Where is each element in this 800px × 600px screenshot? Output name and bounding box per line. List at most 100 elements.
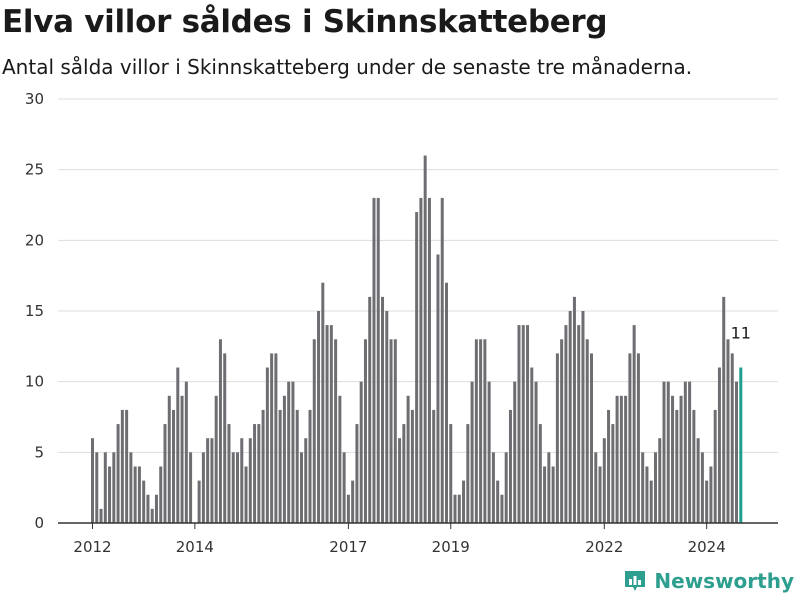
bar (376, 197, 380, 523)
bar (466, 424, 470, 523)
data-labels: 11 (731, 324, 751, 343)
y-tick-label: 25 (25, 161, 44, 179)
y-tick-label: 20 (25, 231, 44, 249)
bar (236, 452, 240, 523)
y-axis-ticks: 0 5 10 15 20 25 30 (25, 90, 44, 532)
y-tick-label: 5 (34, 443, 44, 461)
bar (180, 395, 184, 523)
bar (717, 367, 721, 523)
bar (462, 480, 466, 523)
bar (278, 409, 282, 523)
bar (176, 367, 180, 523)
bar (504, 452, 508, 523)
bar (227, 424, 231, 523)
y-tick-label: 10 (25, 373, 44, 391)
bar (338, 395, 342, 523)
bar (500, 494, 504, 523)
bar (696, 438, 700, 523)
bar (543, 466, 547, 523)
bar (726, 339, 730, 523)
bar (372, 197, 376, 523)
bar (713, 409, 717, 523)
bar (240, 438, 244, 523)
bar (389, 339, 393, 523)
bar (163, 424, 167, 523)
bar (334, 339, 338, 523)
bar (218, 339, 222, 523)
bar (112, 452, 116, 523)
bar (274, 353, 278, 523)
bar (594, 452, 598, 523)
latest-value-label: 11 (731, 324, 751, 343)
bar (402, 424, 406, 523)
bar (709, 466, 713, 523)
bar (406, 395, 410, 523)
bar (172, 409, 176, 523)
bar (223, 353, 227, 523)
brand-logo: Newsworthy (622, 568, 794, 594)
bar (265, 367, 269, 523)
brand-name: Newsworthy (654, 569, 794, 593)
bar (154, 494, 158, 523)
bar (521, 325, 525, 523)
bar (282, 395, 286, 523)
bar (534, 381, 538, 523)
bar (628, 353, 632, 523)
bar (508, 409, 512, 523)
bar (206, 438, 210, 523)
bar (312, 339, 316, 523)
x-tick-label: 2019 (432, 538, 470, 556)
bar (679, 395, 683, 523)
bar (653, 452, 657, 523)
bar (150, 508, 154, 523)
bar (304, 438, 308, 523)
bar (555, 353, 559, 523)
bar (645, 466, 649, 523)
bar (197, 480, 201, 523)
bar (483, 339, 487, 523)
bar (142, 480, 146, 523)
bar (99, 508, 103, 523)
y-tick-label: 0 (34, 514, 44, 532)
bar (470, 381, 474, 523)
x-tick-label: 2014 (176, 538, 214, 556)
bar (615, 395, 619, 523)
bar (244, 466, 248, 523)
bar (257, 424, 261, 523)
bar (91, 438, 94, 523)
bar (214, 395, 218, 523)
bar (496, 480, 500, 523)
bar (108, 466, 112, 523)
bar (440, 197, 444, 523)
bar (423, 155, 427, 523)
bar (444, 282, 448, 523)
bars (91, 155, 743, 523)
bar (419, 197, 423, 523)
bar (129, 452, 133, 523)
bar (624, 395, 628, 523)
bar (474, 339, 478, 523)
bar (146, 494, 150, 523)
bar (449, 424, 453, 523)
bar (295, 409, 299, 523)
y-tick-label: 15 (25, 302, 44, 320)
bar (683, 381, 687, 523)
bar (167, 395, 171, 523)
bar (572, 296, 576, 523)
bar (636, 353, 640, 523)
bar (398, 438, 402, 523)
bar (159, 466, 163, 523)
bar (671, 395, 675, 523)
bar (287, 381, 291, 523)
bar (317, 311, 321, 523)
bar (526, 325, 530, 523)
bar (351, 480, 355, 523)
bar (393, 339, 397, 523)
bar (261, 409, 265, 523)
bar (359, 381, 363, 523)
bar (432, 409, 436, 523)
x-axis: 2012 2014 2017 2019 2022 2024 (58, 522, 778, 556)
bar (325, 325, 329, 523)
bar (95, 452, 99, 523)
